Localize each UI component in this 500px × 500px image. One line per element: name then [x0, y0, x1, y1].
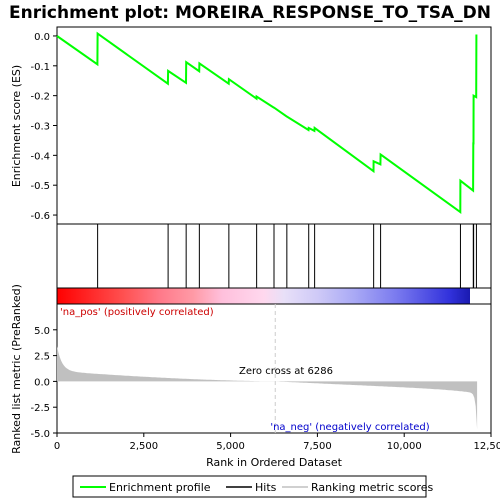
metric-axis: 5.0 2.5 0.0 -2.5 -5.0: [30, 326, 57, 440]
es-tick-label: -0.2: [30, 92, 50, 103]
metric-panel: 5.0 2.5 0.0 -2.5 -5.0 0 2,500 5,000 7,500 10,000…: [30, 304, 500, 452]
x-tick-label: 0: [54, 441, 60, 452]
hits-panel: [57, 224, 491, 288]
es-tick-label: -0.3: [30, 122, 50, 133]
es-tick-label: -0.1: [30, 62, 50, 73]
es-axis: 0.0 -0.1 -0.2 -0.3 -0.4 -0.5 -0.6: [30, 32, 57, 222]
x-tick-label: 7,500: [303, 441, 332, 452]
metric-tick-label: 0.0: [34, 377, 50, 388]
legend: Enrichment profile Hits Ranking metric s…: [73, 476, 433, 497]
metric-axis-label: Ranked list metric (PreRanked): [10, 284, 23, 454]
positive-correlation-label: 'na_pos' (positively correlated): [60, 307, 214, 318]
x-axis-label: Rank in Ordered Dataset: [206, 456, 343, 469]
x-tick-label: 10,000: [387, 441, 422, 452]
legend-label-hits: Hits: [255, 481, 277, 494]
x-axis: 0 2,500 5,000 7,500 10,000 12,500: [54, 433, 500, 452]
chart-title: Enrichment plot: MOREIRA_RESPONSE_TO_TSA…: [9, 3, 491, 23]
es-tick-label: -0.4: [30, 151, 50, 162]
legend-label-ranking-metric: Ranking metric scores: [311, 481, 433, 494]
es-tick-label: -0.5: [30, 181, 50, 192]
es-panel-frame: [57, 27, 491, 224]
metric-tick-label: -5.0: [30, 429, 50, 440]
es-tick-label: 0.0: [34, 32, 50, 43]
metric-tick-label: 5.0: [34, 326, 50, 337]
metric-tick-label: -2.5: [30, 403, 50, 414]
x-tick-label: 2,500: [129, 441, 158, 452]
es-tick-label: -0.6: [30, 211, 50, 222]
negative-correlation-label: 'na_neg' (negatively correlated): [270, 422, 429, 433]
rank-color-bar: [57, 288, 470, 304]
x-tick-label: 5,000: [216, 441, 245, 452]
legend-label-enrichment-profile: Enrichment profile: [109, 481, 211, 494]
x-tick-label: 12,500: [474, 441, 500, 452]
metric-tick-label: 2.5: [34, 352, 50, 363]
es-axis-label: Enrichment score (ES): [10, 65, 23, 187]
es-panel: 0.0 -0.1 -0.2 -0.3 -0.4 -0.5 -0.6: [30, 27, 491, 224]
zero-cross-label: Zero cross at 6286: [239, 366, 333, 377]
